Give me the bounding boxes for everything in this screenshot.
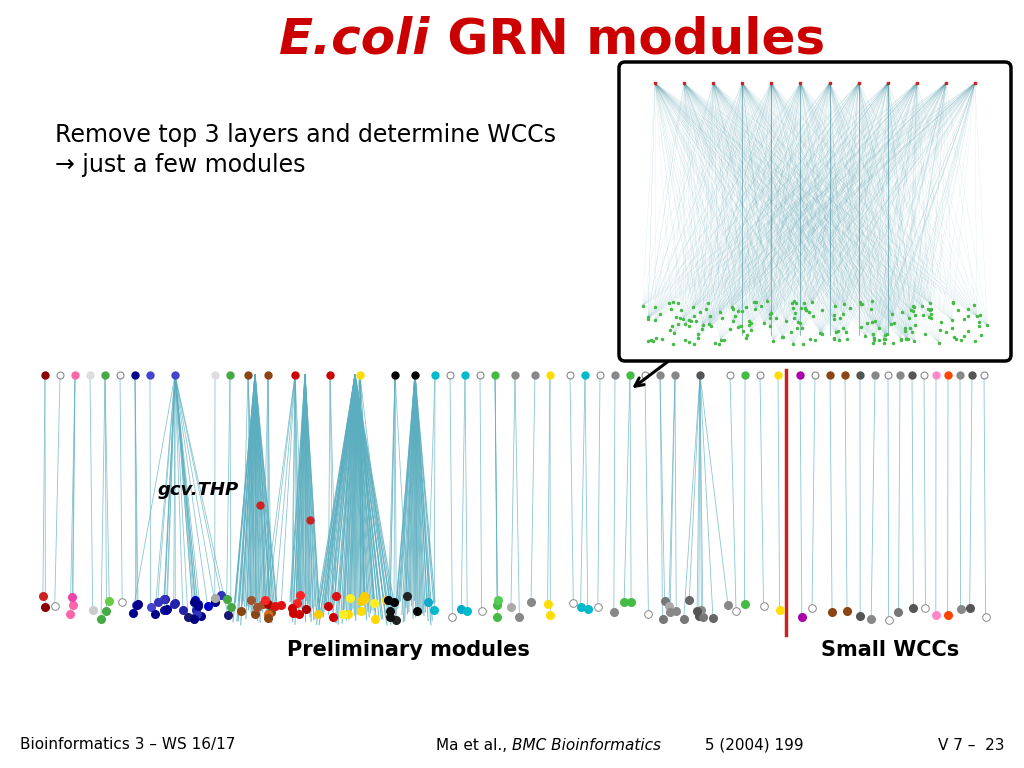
Text: GRN modules: GRN modules (430, 16, 825, 64)
Text: E.coli: E.coli (279, 16, 430, 64)
Text: gcv.THP: gcv.THP (158, 481, 240, 499)
Text: Remove top 3 layers and determine WCCs: Remove top 3 layers and determine WCCs (55, 123, 556, 147)
Text: Preliminary modules: Preliminary modules (287, 640, 529, 660)
Text: V 7 –  23: V 7 – 23 (938, 737, 1004, 753)
Text: Ma et al.,: Ma et al., (436, 737, 512, 753)
Text: BMC Bioinformatics: BMC Bioinformatics (512, 737, 662, 753)
Text: Bioinformatics 3 – WS 16/17: Bioinformatics 3 – WS 16/17 (20, 737, 236, 753)
Text: Small WCCs: Small WCCs (821, 640, 959, 660)
Text: → just a few modules: → just a few modules (55, 153, 305, 177)
FancyBboxPatch shape (618, 62, 1011, 361)
Text: 5 (2004) 199: 5 (2004) 199 (700, 737, 804, 753)
